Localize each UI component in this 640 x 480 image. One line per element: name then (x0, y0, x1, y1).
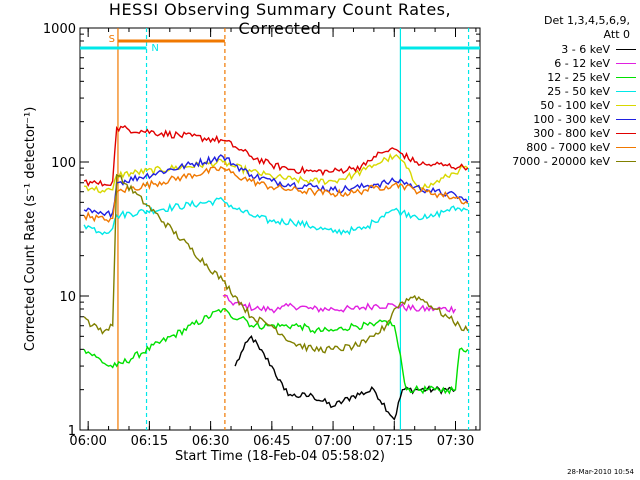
legend-swatch (616, 76, 636, 78)
series-line (83, 154, 469, 219)
x-tick-label: 07:30 (437, 434, 474, 449)
x-axis-label: Start Time (18-Feb-04 05:58:02) (175, 449, 385, 464)
series-line (83, 173, 469, 354)
x-tick-label: 06:15 (131, 434, 168, 449)
y-tick-label: 100 (51, 156, 76, 171)
x-tick-label: 06:00 (69, 434, 106, 449)
legend-swatch (616, 90, 636, 92)
y-tick-label: 1000 (43, 22, 76, 37)
x-tick-label: 07:15 (376, 434, 413, 449)
legend-swatch (616, 62, 636, 64)
series-line (83, 124, 469, 188)
series-line (222, 294, 457, 314)
chart-footer-timestamp: 28-Mar-2010 10:54 (567, 468, 634, 476)
legend-label: 100 - 300 keV (533, 112, 610, 126)
legend-label: 7000 - 20000 keV (512, 154, 610, 168)
y-axis-label: Corrected Count Rate (s⁻¹ detector⁻¹) (23, 107, 38, 352)
legend-item: 3 - 6 keV (482, 42, 638, 56)
series-line (83, 196, 468, 236)
legend-swatch (616, 118, 636, 120)
plot-frame (79, 27, 481, 431)
legend-label: 800 - 7000 keV (526, 140, 610, 154)
legend-item: 6 - 12 keV (482, 56, 638, 70)
legend-item: 800 - 7000 keV (482, 140, 638, 154)
legend-label: 25 - 50 keV (547, 84, 610, 98)
series-line (84, 153, 469, 194)
legend-swatch (616, 48, 636, 50)
legend-label: 6 - 12 keV (554, 56, 610, 70)
y-tick-label: 1 (68, 424, 76, 439)
legend-item: 50 - 100 keV (482, 98, 638, 112)
series-line (234, 335, 456, 421)
legend-swatch (616, 146, 636, 148)
series-line (83, 307, 469, 395)
legend-item: 100 - 300 keV (482, 112, 638, 126)
series-line (83, 165, 469, 223)
legend-item: 12 - 25 keV (482, 70, 638, 84)
x-tick-label: 07:00 (314, 434, 351, 449)
legend-label: 3 - 6 keV (561, 42, 610, 56)
x-tick-label: 06:45 (253, 434, 290, 449)
night-label: N (151, 43, 158, 54)
x-tick-label: 06:30 (192, 434, 229, 449)
legend-item: 300 - 800 keV (482, 126, 638, 140)
legend-item: 25 - 50 keV (482, 84, 638, 98)
saa-label: S (109, 34, 115, 45)
legend-swatch (616, 104, 636, 106)
legend-swatch (616, 160, 636, 162)
legend-swatch (616, 132, 636, 134)
chart-legend: Det 1,3,4,5,6,9, Att 0 3 - 6 keV 6 - 12 k… (482, 14, 638, 168)
legend-detectors: Det 1,3,4,5,6,9, (543, 14, 630, 27)
legend-attenuator: Att 0 (603, 28, 630, 41)
legend-label: 300 - 800 keV (533, 126, 610, 140)
legend-label: 12 - 25 keV (547, 70, 610, 84)
legend-item: 7000 - 20000 keV (482, 154, 638, 168)
y-tick-label: 10 (59, 290, 76, 305)
legend-label: 50 - 100 keV (540, 98, 610, 112)
